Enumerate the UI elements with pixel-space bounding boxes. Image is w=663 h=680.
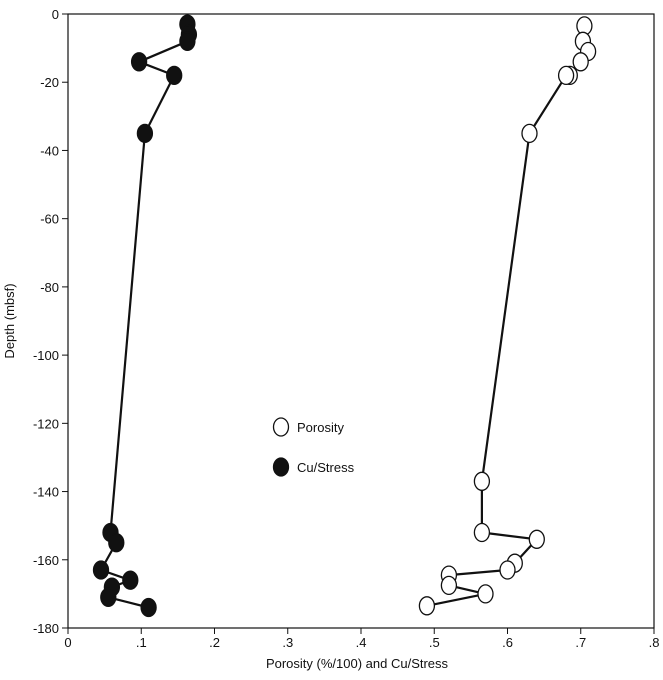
y-axis-label: Depth (mbsf) — [2, 283, 17, 358]
data-point-cu-stress — [166, 65, 183, 86]
series-points — [92, 14, 597, 618]
data-point-porosity — [528, 529, 545, 549]
data-point-porosity — [572, 52, 589, 72]
legend-porosity-label: Porosity — [297, 420, 344, 435]
x-tick-label: .6 — [502, 635, 513, 650]
legend-porosity-marker — [272, 417, 290, 437]
y-tick-label: -60 — [40, 212, 59, 227]
data-point-porosity — [499, 560, 516, 580]
data-point-cu-stress — [92, 560, 110, 580]
y-tick-label: -100 — [33, 348, 59, 363]
data-point-cu-stress — [140, 597, 157, 618]
data-point-cu-stress — [136, 123, 154, 144]
data-point-porosity — [440, 575, 458, 596]
data-point-cu-stress — [179, 31, 196, 51]
x-tick-label: .2 — [209, 635, 220, 650]
legend: Porosity Cu/Stress — [272, 417, 355, 477]
data-point-porosity — [521, 123, 538, 144]
y-tick-label: -80 — [40, 280, 59, 295]
x-tick-label: .8 — [649, 635, 660, 650]
legend-cu-stress-marker — [272, 457, 290, 477]
x-tick-label: .1 — [136, 635, 147, 650]
series-lines — [99, 24, 590, 609]
y-tick-label: -40 — [40, 143, 59, 158]
y-tick-label: -140 — [33, 485, 59, 500]
y-tick-label: -120 — [33, 416, 59, 431]
y-axis-ticks: 0 -20 -40 -60 -80 -100 -120 -140 -160 -180 — [33, 7, 68, 636]
y-tick-label: 0 — [52, 7, 59, 22]
x-tick-label: .3 — [282, 635, 293, 650]
data-point-porosity — [473, 522, 491, 543]
data-point-cu-stress — [100, 587, 117, 607]
series-line-cu-stress — [99, 24, 190, 609]
data-point-porosity — [477, 584, 494, 604]
legend-cu-stress-label: Cu/Stress — [297, 460, 355, 475]
series-line-porosity — [426, 25, 590, 607]
y-tick-label: -20 — [40, 75, 59, 90]
y-tick-label: -180 — [33, 621, 59, 636]
x-axis-ticks: 0 .1 .2 .3 .4 .5 .6 .7 .8 — [64, 628, 659, 650]
data-point-cu-stress — [108, 533, 125, 553]
x-tick-label: .7 — [575, 635, 586, 650]
data-point-porosity — [557, 65, 575, 86]
x-tick-label: 0 — [64, 635, 71, 650]
plot-frame — [67, 13, 655, 629]
x-axis-label: Porosity (%/100) and Cu/Stress — [266, 656, 449, 671]
y-tick-label: -160 — [33, 553, 59, 568]
data-point-porosity — [473, 471, 491, 491]
x-tick-label: .4 — [356, 635, 367, 650]
x-tick-label: .5 — [429, 635, 440, 650]
data-point-cu-stress — [130, 52, 148, 72]
data-point-cu-stress — [122, 570, 139, 590]
data-point-porosity — [418, 596, 436, 616]
